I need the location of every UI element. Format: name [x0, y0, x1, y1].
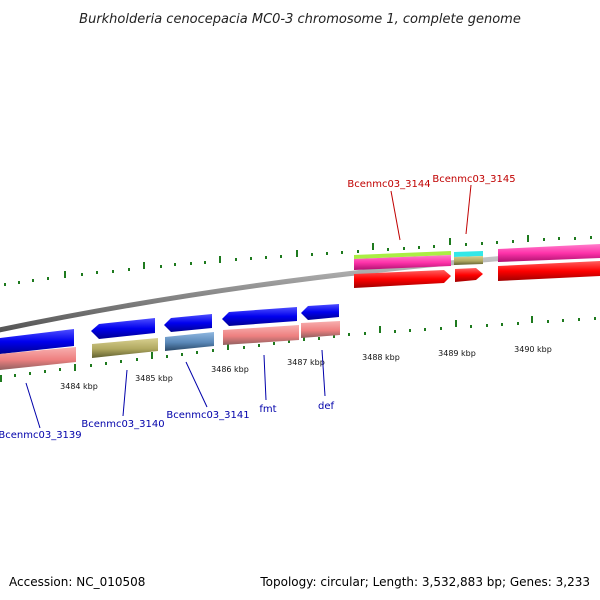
gene-label-fmt[interactable]: fmt — [259, 404, 276, 415]
gene-arrow-fmt[interactable] — [222, 307, 297, 326]
gene-label-bcenmc03-3145[interactable]: Bcenmc03_3145 — [432, 174, 515, 185]
gene-label-bcenmc03-3140[interactable]: Bcenmc03_3140 — [81, 419, 164, 430]
gene-arrow-bcenmc03-3140[interactable] — [91, 318, 155, 339]
gene-cog-bar[interactable] — [165, 332, 214, 351]
gene-arrow[interactable] — [498, 261, 600, 281]
gene-arrow-bcenmc03-3139[interactable] — [0, 329, 74, 354]
gene-cog-bar[interactable] — [0, 347, 76, 370]
tick-label: 3488 kbp — [362, 353, 400, 362]
gene-cog-bar[interactable] — [92, 338, 158, 358]
gene-cog-bar[interactable] — [454, 251, 483, 257]
gene-cog-bar[interactable] — [354, 251, 451, 259]
forward-gene-track — [354, 261, 600, 288]
gene-arrow-def[interactable] — [301, 304, 339, 320]
tick-label: 3484 kbp — [60, 382, 98, 391]
tick-label: 3487 kbp — [287, 358, 325, 367]
tick-label: 3485 kbp — [135, 374, 173, 383]
gene-cog-bar[interactable] — [354, 255, 451, 270]
gene-cog-bar[interactable] — [223, 325, 299, 345]
reverse-gene-track — [0, 304, 339, 354]
accession-label: Accession: NC_010508 — [9, 575, 146, 589]
tick-label: 3486 kbp — [211, 365, 249, 374]
gene-label-bcenmc03-3139[interactable]: Bcenmc03_3139 — [0, 430, 82, 441]
gene-label-def[interactable]: def — [318, 401, 335, 412]
forward-tick-marks — [4, 235, 592, 286]
gene-arrow-bcenmc03-3141[interactable] — [164, 314, 212, 332]
chromosome-backbone — [0, 248, 600, 333]
gene-cog-bar[interactable] — [301, 321, 340, 338]
topology-label: Topology: circular; Length: 3,532,883 bp… — [260, 575, 590, 589]
gene-cog-bar[interactable] — [454, 256, 483, 265]
gene-arrow-bcenmc03-3145[interactable] — [455, 268, 483, 282]
gene-arrow-bcenmc03-3144[interactable] — [354, 270, 451, 288]
map-title: Burkholderia cenocepacia MC0-3 chromosom… — [79, 12, 521, 27]
gene-cog-bar[interactable] — [498, 244, 600, 262]
tick-label: 3490 kbp — [514, 345, 552, 354]
forward-cog-track — [354, 244, 600, 270]
gene-label-bcenmc03-3144[interactable]: Bcenmc03_3144 — [347, 179, 430, 190]
tick-label: 3489 kbp — [438, 349, 476, 358]
label-leader-lines — [25, 184, 472, 429]
reverse-cog-track — [0, 321, 340, 370]
gene-label-bcenmc03-3141[interactable]: Bcenmc03_3141 — [166, 410, 249, 421]
